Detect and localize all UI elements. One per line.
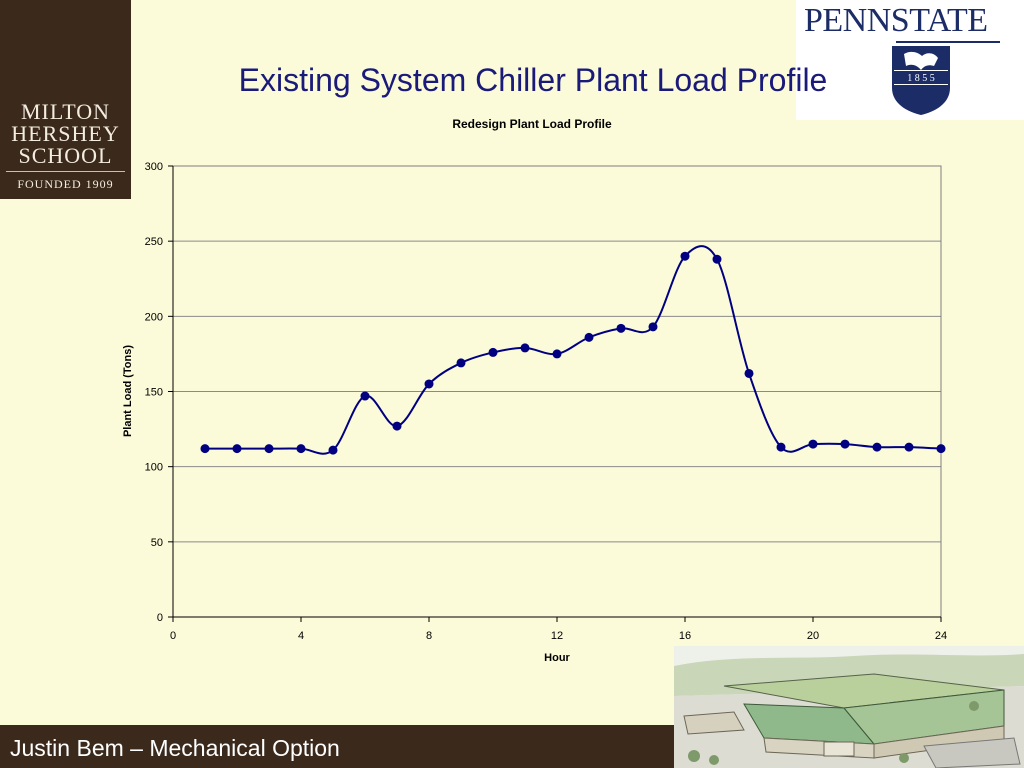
data-point: [232, 444, 242, 454]
logo-founded: FOUNDED 1909: [17, 177, 114, 191]
data-point: [744, 368, 754, 378]
campus-building-illustration: [674, 646, 1024, 768]
penn-state-wordmark: PENNSTATE: [804, 2, 988, 39]
data-point: [584, 332, 594, 342]
data-point: [296, 444, 306, 454]
logo-line-milton: MILTON: [20, 99, 111, 124]
data-point: [264, 444, 274, 454]
x-tick-label: 4: [298, 630, 304, 642]
data-point: [488, 347, 498, 357]
y-tick-label: 250: [145, 236, 163, 248]
series-line: [205, 245, 942, 455]
data-point: [680, 251, 690, 261]
x-axis-ticks: 0 4 8 12 16 20 24: [170, 617, 947, 642]
y-tick-label: 150: [145, 387, 163, 399]
x-axis-label: Hour: [544, 652, 570, 664]
data-point: [936, 444, 946, 454]
y-tick-label: 0: [157, 612, 163, 624]
data-point: [904, 442, 914, 452]
chart-title: Redesign Plant Load Profile: [452, 117, 612, 131]
data-point: [456, 358, 466, 368]
data-point: [392, 421, 402, 431]
penn-state-shield-icon: 1 8 5 5: [892, 46, 950, 115]
data-point: [840, 439, 850, 449]
data-point: [776, 442, 786, 452]
penn-state-year: 1 8 5 5: [907, 73, 935, 84]
campus-rendering-image: [674, 646, 1024, 768]
y-axis-ticks: 0 50 100 150 200 250 300: [145, 161, 173, 624]
series-points: [200, 251, 946, 455]
logo-line-school: SCHOOL: [18, 143, 113, 168]
logo-divider: [6, 171, 125, 172]
data-point: [872, 442, 882, 452]
data-point: [808, 439, 818, 449]
milton-hershey-school-logo: MILTON HERSHEY SCHOOL FOUNDED 1909: [0, 0, 131, 199]
footer-bar: Justin Bem – Mechanical Option: [0, 725, 674, 768]
y-tick-label: 200: [145, 311, 163, 323]
slide-title: Existing System Chiller Plant Load Profi…: [238, 62, 828, 98]
x-tick-label: 20: [807, 630, 819, 642]
penn-state-rule: [896, 41, 1000, 43]
data-point: [328, 445, 338, 455]
x-tick-label: 0: [170, 630, 176, 642]
data-point: [552, 349, 562, 359]
y-tick-label: 300: [145, 161, 163, 173]
data-point: [616, 323, 626, 333]
logo-line-hershey: HERSHEY: [11, 121, 120, 146]
y-axis-label: Plant Load (Tons): [122, 345, 134, 437]
y-tick-label: 50: [151, 537, 163, 549]
penn-state-logo: PENNSTATE 1 8 5 5: [796, 0, 1024, 120]
data-point: [648, 322, 658, 332]
x-tick-label: 24: [935, 630, 947, 642]
x-tick-label: 12: [551, 630, 563, 642]
y-tick-label: 100: [145, 462, 163, 474]
data-point: [424, 379, 434, 389]
x-tick-label: 16: [679, 630, 691, 642]
data-point: [520, 343, 530, 353]
data-point: [200, 444, 210, 454]
data-point: [712, 254, 722, 264]
chart-gridlines: [173, 165, 941, 543]
x-tick-label: 8: [426, 630, 432, 642]
data-point: [360, 391, 370, 401]
footer-author: Justin Bem – Mechanical Option: [10, 735, 340, 761]
